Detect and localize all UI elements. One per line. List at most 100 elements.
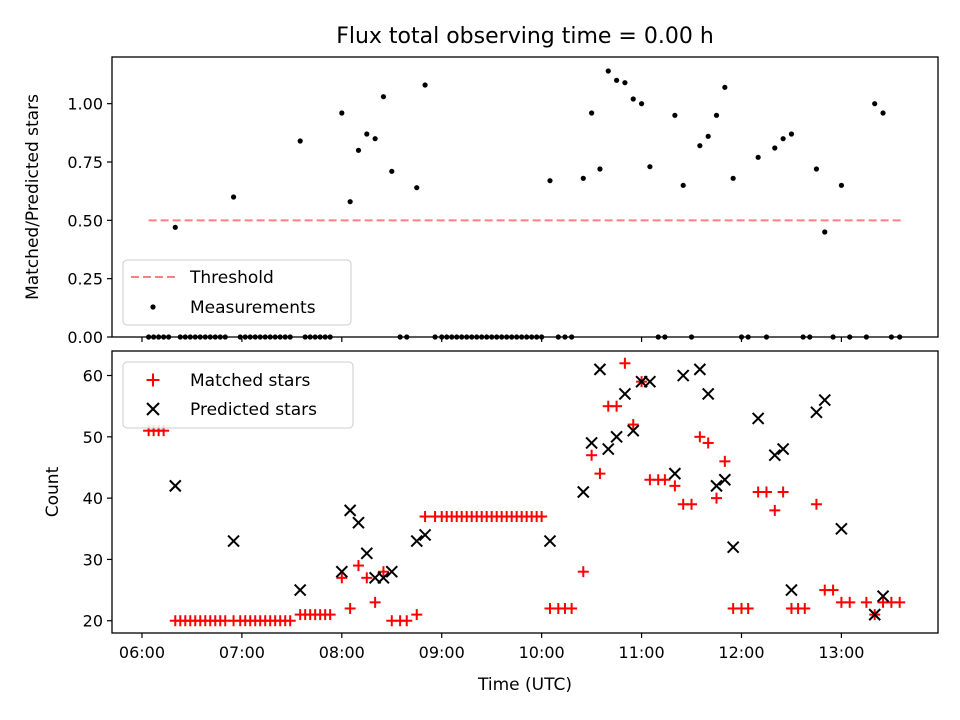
measurement-point [788, 131, 795, 137]
matched-star-point [827, 584, 839, 596]
top-y-axis-label: Matched/Predicted stars [23, 94, 43, 300]
matched-star-point [860, 596, 872, 608]
top-y-tick-label: 0.00 [67, 328, 103, 347]
measurement-point [638, 101, 645, 107]
predicted-star-point [360, 547, 374, 560]
predicted-star-point [602, 442, 615, 456]
measurement-point [680, 182, 686, 188]
predicted-star-point [293, 583, 307, 597]
matched-star-point [536, 511, 548, 523]
bottom-y-tick-label: 20 [83, 612, 103, 631]
predicted-star-point [169, 479, 182, 493]
predicted-star-point [418, 528, 432, 542]
matched-legend-label: Matched stars [190, 371, 310, 391]
predicted-star-point [785, 583, 798, 597]
measurement-point [230, 194, 237, 200]
bottom-x-tick-label: 10:00 [519, 643, 565, 662]
bottom-x-tick-label: 12:00 [718, 643, 764, 662]
matched-star-point [336, 572, 348, 584]
predicted-star-point [751, 412, 765, 425]
measurement-point [597, 166, 603, 172]
top-axes-frame [111, 56, 939, 338]
predicted-legend-marker [146, 402, 160, 416]
predicted-star-point [776, 442, 790, 456]
top-y-tick-label: 0.75 [67, 153, 103, 172]
matched-star-point [719, 455, 731, 467]
measurement-point [547, 178, 553, 184]
measurements-legend-label: Measurements [190, 298, 316, 318]
predicted-star-point [577, 485, 590, 499]
measurement-point [613, 77, 620, 83]
measurements-legend-marker [150, 304, 156, 310]
predicted-star-point [835, 522, 848, 535]
measurement-point [880, 110, 886, 116]
top-chart-title: Flux total observing time = 0.00 h [336, 24, 714, 49]
matched-star-point [619, 357, 631, 369]
top-legend: Threshold Measurements [122, 259, 352, 326]
measurement-point [772, 145, 778, 151]
predicted-star-point [627, 424, 640, 437]
measurement-point [589, 110, 595, 116]
predicted-star-point [726, 540, 740, 554]
bottom-x-tick-label: 08:00 [319, 643, 365, 662]
matched-star-point [611, 400, 623, 412]
measurement-point [647, 164, 653, 170]
measurement-point [422, 82, 428, 88]
matched-star-point [369, 596, 381, 608]
measurement-point [372, 136, 378, 142]
matched-star-point [352, 560, 364, 572]
matched-star-point [284, 615, 296, 627]
measurement-point [414, 185, 420, 191]
predicted-star-point [377, 571, 390, 585]
matched-star-point [844, 596, 856, 608]
predicted-star-point [768, 449, 782, 462]
measurement-point [380, 94, 387, 100]
bottom-x-tick-label: 06:00 [119, 643, 165, 662]
matched-star-point [344, 602, 356, 614]
measurement-point [730, 175, 736, 181]
measurement-point [713, 112, 720, 118]
predicted-star-point [876, 590, 890, 603]
matched-star-point [711, 492, 723, 504]
bottom-legend-box [122, 361, 354, 429]
predicted-star-point [643, 375, 657, 388]
measurement-point [364, 131, 370, 137]
measurement-point [347, 199, 353, 205]
bottom-legend: Matched stars Predicted stars [122, 361, 354, 429]
predicted-star-point [385, 565, 398, 578]
matched-star-point [577, 566, 589, 578]
predicted-star-point [410, 534, 423, 548]
measurement-point [813, 166, 820, 172]
matched-star-point [777, 486, 789, 498]
predicted-star-point [718, 473, 732, 486]
measurement-point [355, 147, 362, 153]
predicted-star-point [710, 479, 723, 493]
bottom-y-tick-label: 30 [83, 550, 103, 569]
measurement-point [672, 112, 678, 118]
measurement-point [838, 182, 845, 188]
matched-star-point [586, 449, 598, 461]
matched-star-point [566, 602, 578, 614]
measurement-point [580, 175, 586, 181]
top-y-tick-label: 0.25 [67, 270, 103, 289]
predicted-star-point [618, 387, 632, 401]
bottom-x-tick-label: 11:00 [619, 643, 665, 662]
matched-star-point [760, 486, 772, 498]
measurement-point [389, 168, 395, 174]
matched-star-point [799, 602, 811, 614]
matched-star-point [659, 474, 671, 486]
predicted-star-point [610, 430, 623, 444]
predicted-star-point [227, 534, 240, 548]
predicted-star-point [810, 406, 823, 419]
measurement-point [605, 68, 611, 74]
predicted-star-point [335, 565, 349, 578]
matched-star-point [401, 615, 413, 627]
matched-star-point [669, 480, 681, 492]
predicted-star-point [868, 608, 881, 621]
predicted-star-point [593, 363, 607, 376]
matched-star-point [702, 437, 714, 449]
bottom-y-tick-label: 50 [83, 428, 103, 447]
measurement-point [872, 101, 878, 107]
